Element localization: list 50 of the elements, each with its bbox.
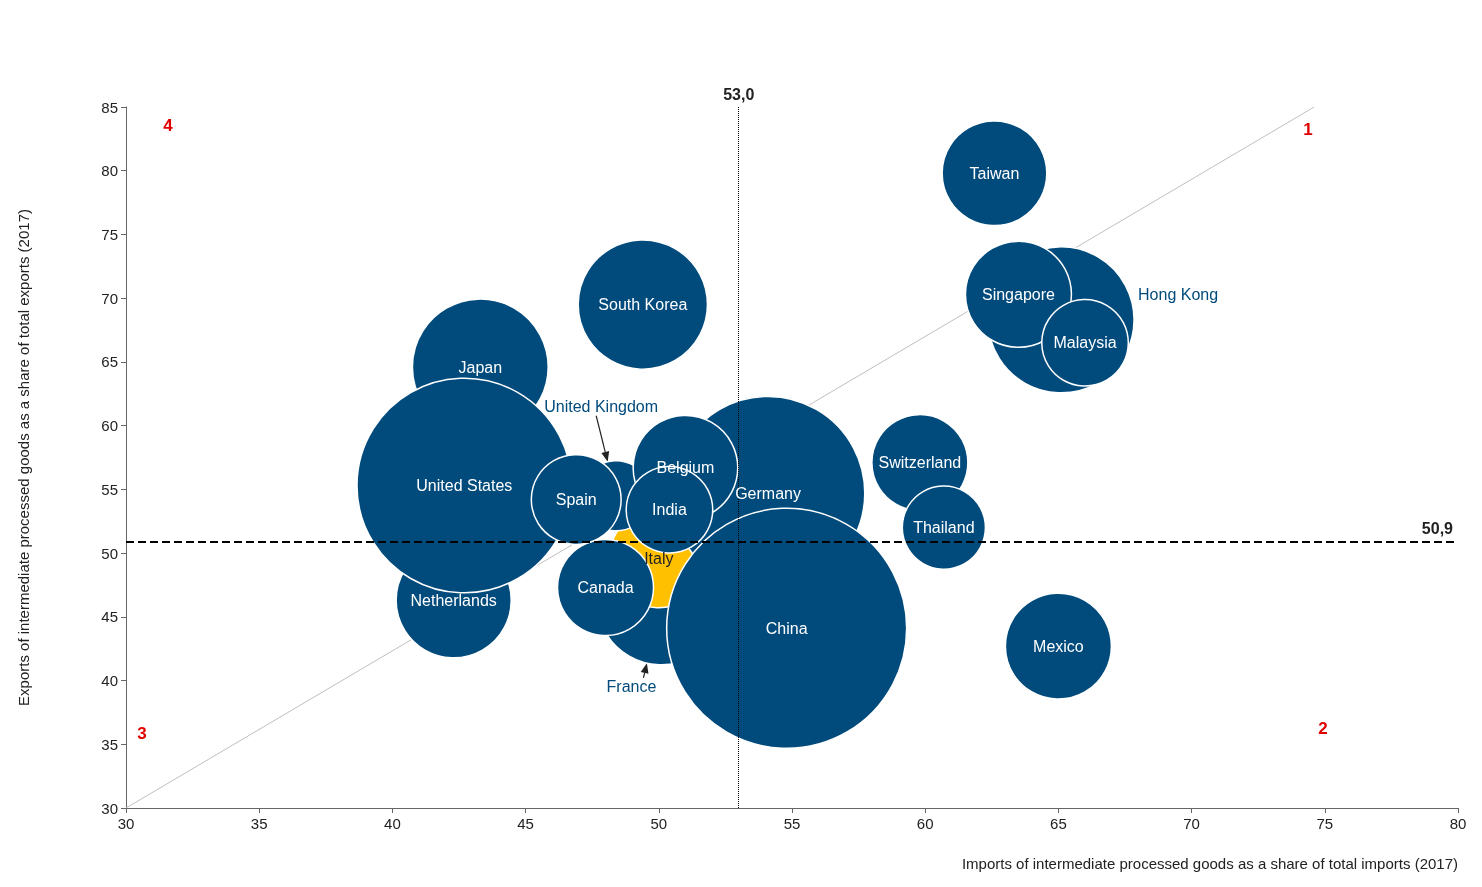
series-label: Thailand bbox=[913, 519, 975, 537]
x-tick-label: 75 bbox=[1316, 815, 1334, 832]
series-label: United States bbox=[416, 477, 513, 495]
series-label: Canada bbox=[577, 579, 634, 596]
annotation: 1 bbox=[1303, 119, 1313, 139]
x-tick-label: 45 bbox=[517, 815, 534, 832]
series-label: Hong Kong bbox=[1138, 285, 1219, 303]
x-tick-label: 50 bbox=[650, 815, 668, 832]
series-label: France bbox=[606, 678, 657, 696]
x-tick-label: 55 bbox=[783, 815, 801, 832]
series-label: Spain bbox=[555, 491, 597, 509]
ref-line-label: 50,9 bbox=[1421, 520, 1454, 538]
x-tick-label: 30 bbox=[117, 815, 135, 832]
series-label: Malaysia bbox=[1053, 334, 1117, 352]
y-tick-label: 80 bbox=[101, 162, 118, 180]
series-label: India bbox=[652, 501, 687, 519]
y-tick-label: 70 bbox=[101, 289, 118, 307]
annotation: 3 bbox=[137, 723, 147, 743]
y-tick-label: 30 bbox=[101, 799, 118, 817]
series-label: Singapore bbox=[981, 285, 1056, 303]
x-tick-label: 35 bbox=[250, 815, 268, 832]
y-tick-label: 65 bbox=[101, 353, 118, 371]
text: United Kingdom bbox=[544, 398, 659, 416]
series-label: Japan bbox=[458, 358, 503, 376]
y-tick-label: 60 bbox=[101, 417, 118, 435]
y-tick-label: 50 bbox=[101, 544, 118, 562]
series-label: South Korea bbox=[598, 296, 688, 314]
y-tick-label: 35 bbox=[101, 735, 118, 753]
y-tick-label: 45 bbox=[101, 608, 118, 626]
x-axis-title: Imports of intermediate processed goods as a share of total imports (2017) bbox=[961, 855, 1458, 872]
y-tick-label: 85 bbox=[101, 98, 118, 116]
series-label: Netherlands bbox=[410, 591, 497, 609]
series-label: Taiwan bbox=[969, 164, 1020, 182]
x-tick-label: 65 bbox=[1050, 815, 1067, 832]
ref-line-label: 53,0 bbox=[723, 85, 755, 103]
series-label: Mexico bbox=[1033, 637, 1084, 655]
annotation: 4 bbox=[163, 115, 174, 135]
series-label: Germany bbox=[735, 484, 801, 502]
x-tick-label: 80 bbox=[1449, 815, 1467, 832]
y-tick-label: 55 bbox=[101, 480, 118, 498]
y-axis-title: Exports of intermediate processed goods as a share of total exports (2017) bbox=[15, 209, 32, 706]
series-label: China bbox=[765, 619, 808, 637]
x-tick-label: 70 bbox=[1183, 815, 1200, 832]
y-tick-label: 75 bbox=[101, 225, 118, 243]
x-tick-label: 60 bbox=[916, 815, 934, 832]
y-tick-label: 40 bbox=[101, 672, 118, 690]
x-tick-label: 40 bbox=[384, 815, 401, 832]
series-label: Italy bbox=[644, 549, 674, 567]
series-label: Switzerland bbox=[878, 454, 962, 472]
annotation: 2 bbox=[1318, 718, 1328, 738]
